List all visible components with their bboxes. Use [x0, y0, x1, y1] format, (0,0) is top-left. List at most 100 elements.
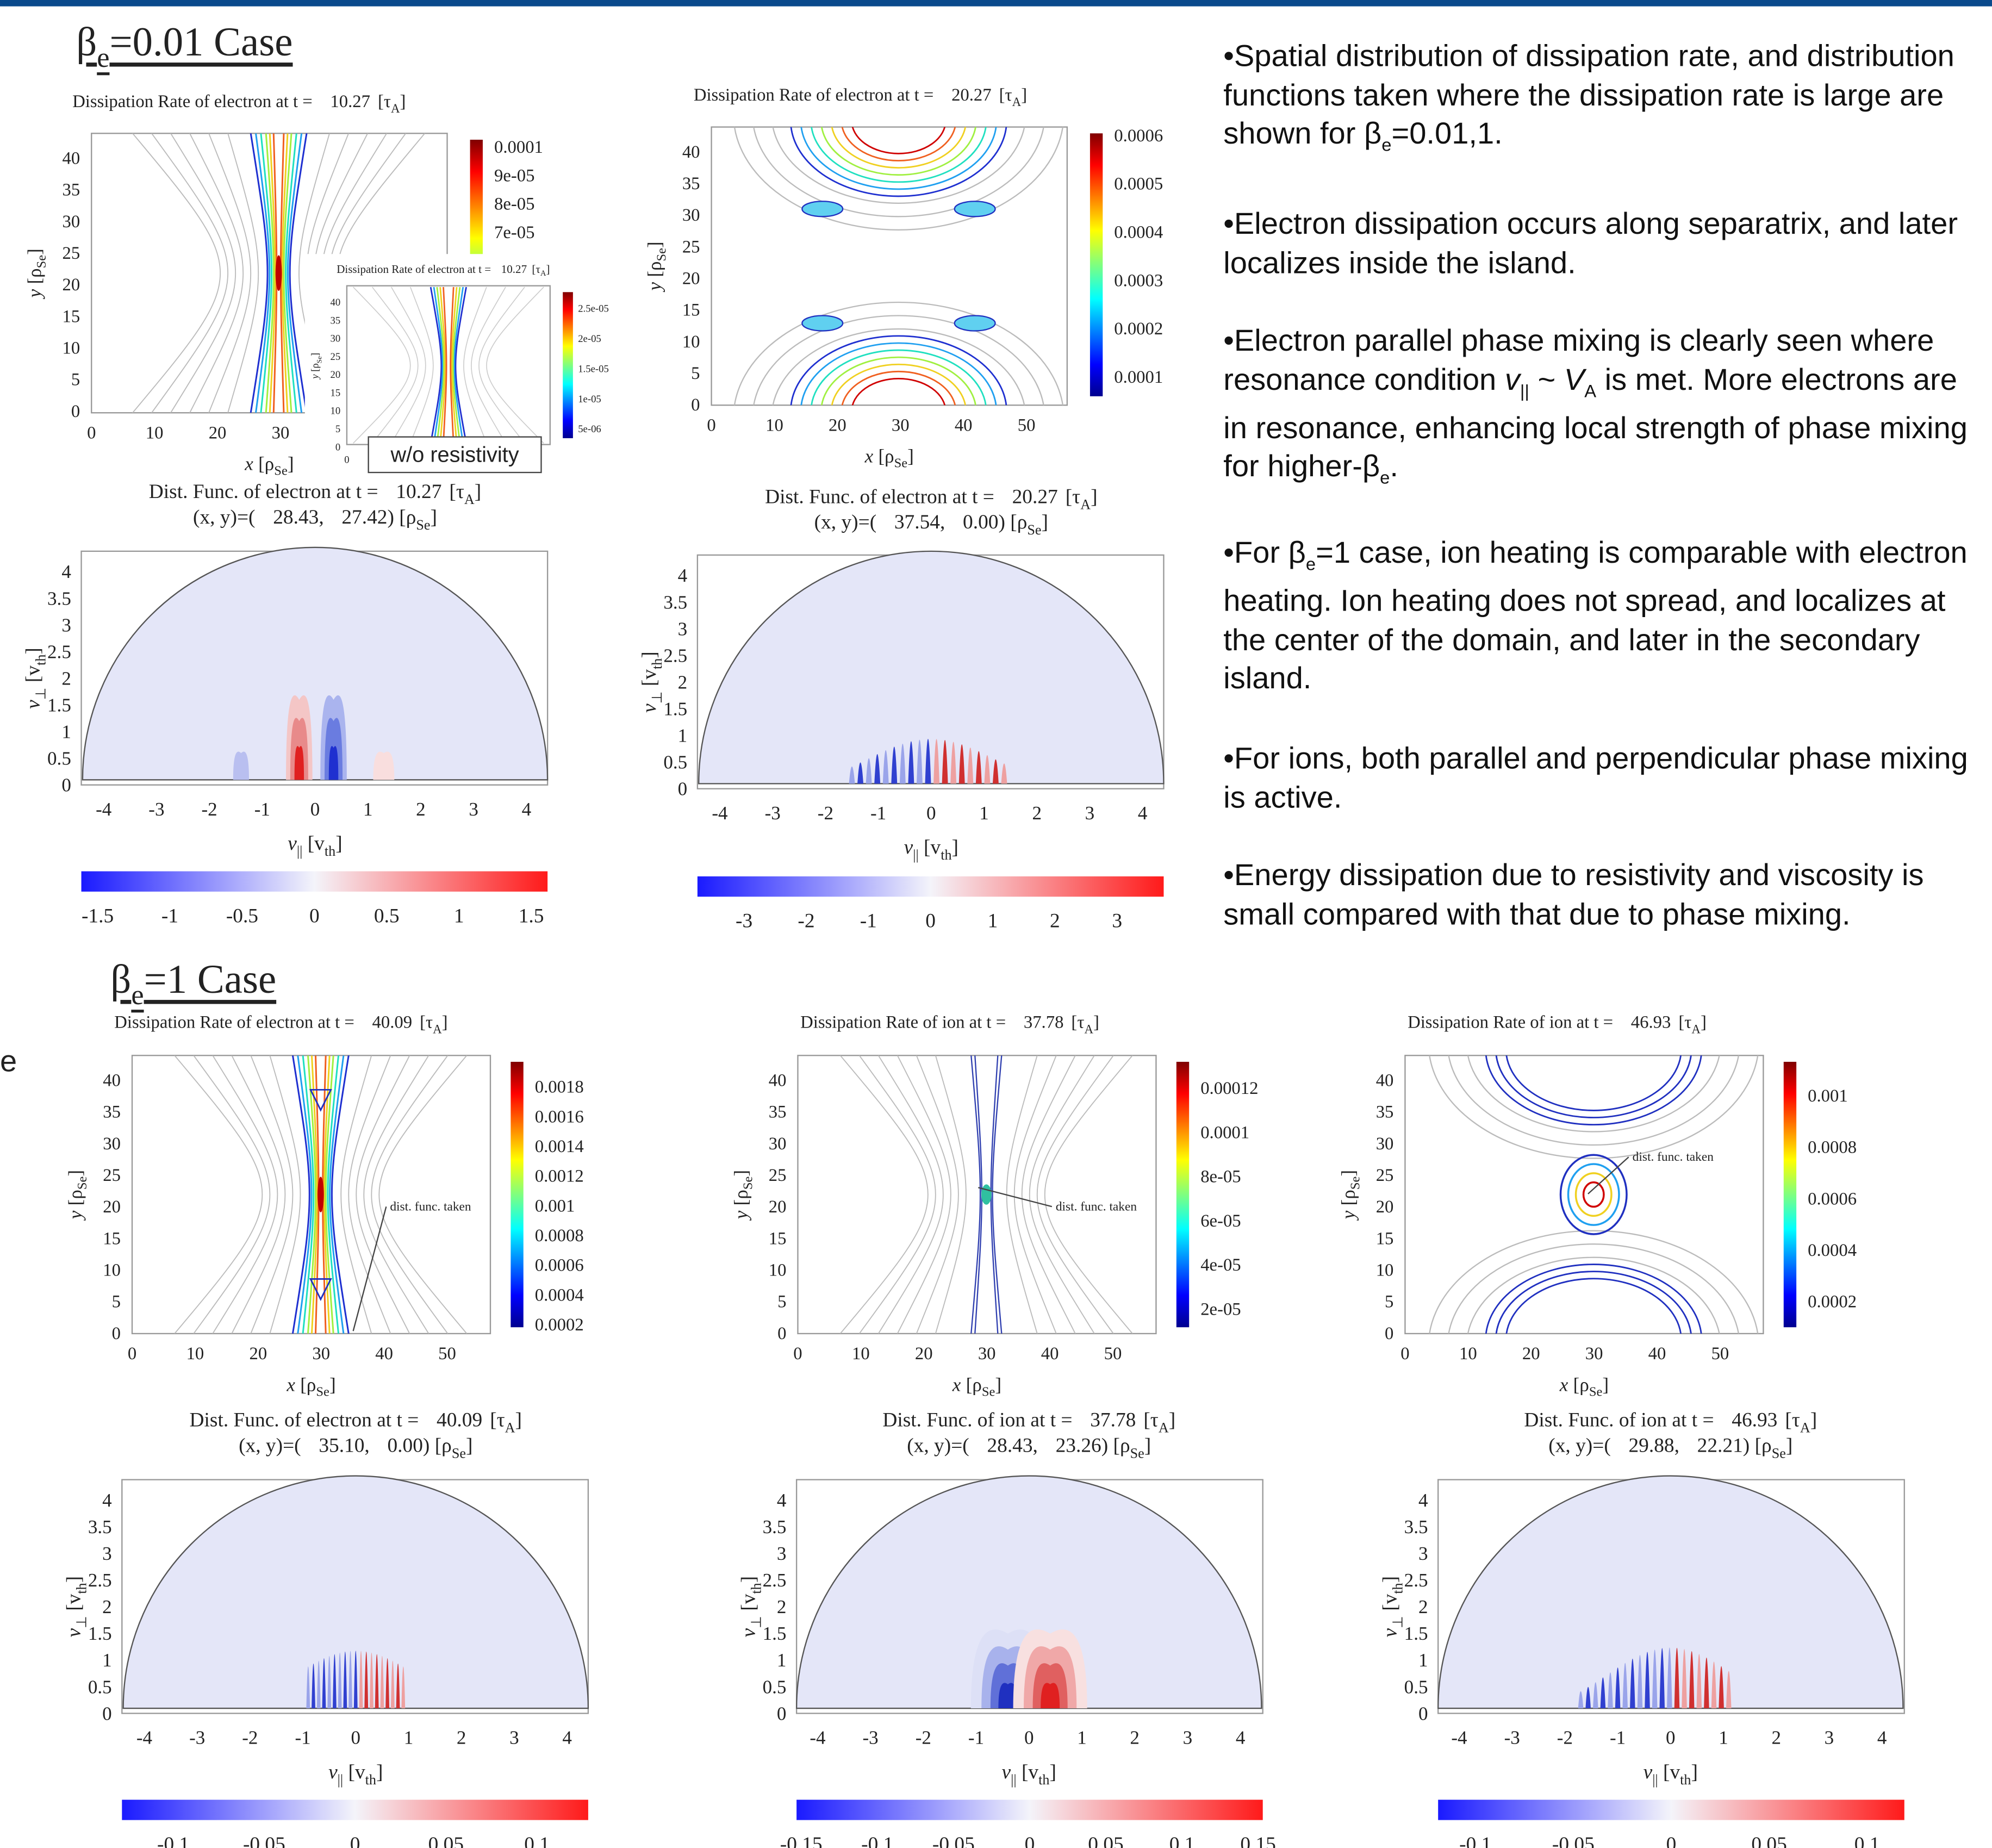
- bullet: •For βe=1 case, ion heating is comparabl…: [1223, 534, 1985, 699]
- contour: [227, 133, 259, 413]
- contour: [331, 1055, 350, 1334]
- colorbar-label: 0.0005: [1114, 175, 1163, 194]
- text-part: -3: [736, 910, 752, 932]
- contour: [269, 1055, 301, 1334]
- contour: [970, 1055, 981, 1334]
- text-part: 20: [1376, 1197, 1394, 1217]
- contour: [1448, 1243, 1740, 1334]
- x-tick-label: -1: [295, 1727, 310, 1748]
- text-part: -4: [1451, 1727, 1467, 1748]
- contour: [733, 127, 1063, 231]
- colorbar: [697, 876, 1164, 897]
- y-tick-label: 10: [103, 1261, 121, 1280]
- contour: [992, 1055, 1003, 1334]
- colorbar-label: 0: [1666, 1833, 1677, 1848]
- colorbar-label: -1: [161, 905, 178, 927]
- text-part: Se: [654, 248, 669, 262]
- contour: [275, 255, 282, 291]
- colorbar-label: -0.05: [1552, 1833, 1595, 1848]
- text-part: [ρ: [399, 506, 416, 528]
- text-part: 1: [777, 1650, 787, 1671]
- y-tick-label: 5: [112, 1292, 121, 1312]
- x-tick-label: -1: [968, 1727, 984, 1748]
- y-tick-label: 40: [769, 1071, 787, 1091]
- contour: [831, 363, 967, 406]
- colorbar-label: 0.05: [428, 1833, 464, 1848]
- text-part: [τ: [1678, 1013, 1691, 1032]
- text-part: 3.5: [763, 1516, 787, 1537]
- contour-lobe: [233, 751, 249, 780]
- text-part: 25: [769, 1166, 787, 1185]
- text-part: 3: [1418, 1543, 1428, 1564]
- contour: [471, 287, 506, 444]
- colorbar-label: 0.05: [1751, 1833, 1786, 1848]
- text-part: 29.88: [1629, 1434, 1674, 1457]
- text-part: -1: [860, 910, 877, 932]
- inset-y-tick-label: 30: [331, 333, 341, 344]
- y-tick-label: 3: [102, 1543, 112, 1564]
- contour: [443, 287, 447, 444]
- contour: [753, 315, 1044, 406]
- x-tick-label: 0: [1024, 1727, 1034, 1748]
- text-part: A: [1080, 496, 1091, 512]
- contour: [363, 1055, 429, 1334]
- text-part: =1 Case: [144, 957, 277, 1002]
- contour: [851, 378, 946, 406]
- contour-stripe: [343, 1651, 347, 1709]
- text-part: 35: [331, 315, 341, 326]
- contour: [452, 287, 461, 444]
- y-tick-label: 1: [1418, 1650, 1428, 1671]
- x-tick-label: 0: [87, 424, 96, 443]
- text-part: ||: [297, 843, 302, 859]
- contour: [378, 1055, 468, 1334]
- text-part: (x, y)=(: [1548, 1434, 1611, 1457]
- text-part: 0: [351, 1727, 361, 1748]
- bullet: •For ions, both parallel and perpendicul…: [1223, 741, 1985, 818]
- annotation-line: [352, 1206, 387, 1331]
- text-part: 0.001: [535, 1196, 575, 1216]
- y-tick-label: 35: [103, 1103, 121, 1122]
- inset-colorbar: [563, 292, 573, 438]
- bullet: •Energy dissipation due to resistivity a…: [1223, 857, 1985, 935]
- contour-stripe: [1652, 1649, 1658, 1709]
- text-part: A: [464, 491, 475, 507]
- contour: [831, 127, 967, 169]
- x-tick-label: -4: [810, 1727, 825, 1748]
- text-part: 0: [777, 1324, 786, 1343]
- text-part: 20: [1522, 1344, 1540, 1364]
- text-part: 2.5: [763, 1570, 787, 1591]
- contour: [455, 287, 467, 444]
- text-part: [ρ: [1113, 1434, 1130, 1457]
- colorbar-label: -1: [860, 910, 877, 932]
- y-tick-label: 4: [1418, 1489, 1428, 1510]
- x-tick-label: 1: [1077, 1727, 1087, 1748]
- contour: [450, 287, 455, 444]
- text-part: ]: [644, 241, 665, 248]
- inset-plot-area: [346, 285, 551, 445]
- contour-stripe: [1630, 1658, 1635, 1709]
- text-part: [ρ: [435, 1434, 452, 1457]
- text-part: v: [1002, 1760, 1011, 1783]
- contour-stripe: [312, 1663, 315, 1709]
- y-tick-label: 3.5: [1404, 1516, 1428, 1537]
- y-tick-label: 5: [691, 364, 700, 383]
- y-axis-label: v⊥ [vth]: [22, 648, 49, 709]
- contour: [391, 287, 426, 444]
- text-part: 4: [678, 565, 688, 586]
- text-part: 25: [103, 1166, 121, 1185]
- contour: [269, 133, 276, 413]
- contour-stripe: [338, 1652, 342, 1709]
- text-part: A: [1691, 1023, 1701, 1036]
- plot-area: [711, 126, 1068, 406]
- colorbar: [81, 871, 548, 892]
- x-tick-label: 3: [1183, 1727, 1193, 1748]
- x-tick-label: -2: [818, 802, 833, 824]
- contour: [189, 133, 244, 413]
- text-part: 10: [1459, 1344, 1477, 1364]
- x-tick-label: 10: [852, 1344, 870, 1364]
- contour: [289, 133, 308, 413]
- edge-fragment: e: [0, 1043, 17, 1078]
- contour-stripe: [375, 1654, 379, 1709]
- x-tick-label: -4: [712, 802, 727, 824]
- text-part: v: [638, 704, 661, 713]
